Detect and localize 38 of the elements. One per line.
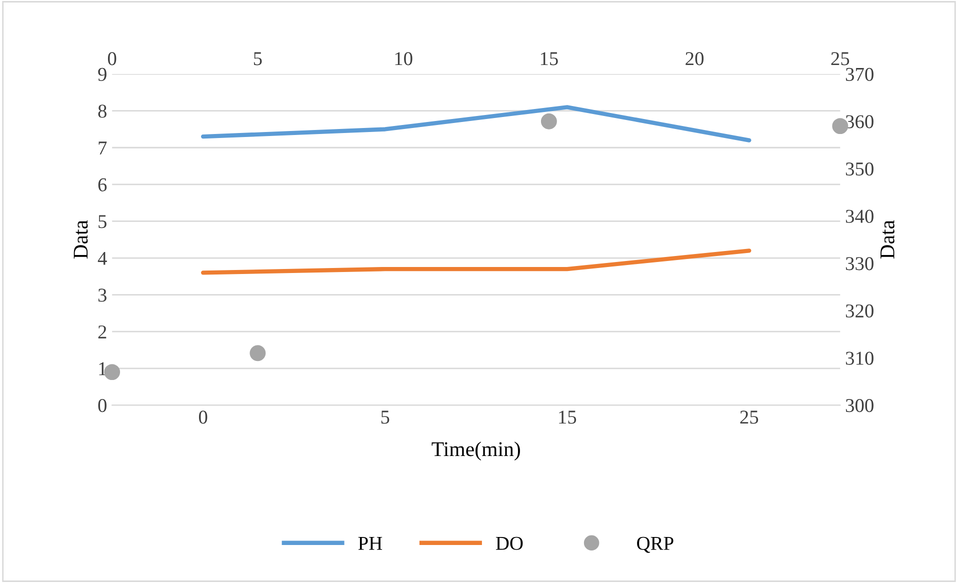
x-axis-title: Time(min) (432, 442, 520, 460)
x-tick-label: 15 (559, 410, 576, 424)
y-tick-label: 3 (98, 288, 106, 302)
y-tick-label: 340 (846, 210, 874, 223)
y-tick-label: 300 (846, 399, 874, 412)
y-tick-label: 360 (846, 115, 874, 128)
y-tick-label: 330 (846, 257, 874, 270)
y-tick-label: 0 (98, 399, 106, 412)
y-axis-title: Data (880, 220, 894, 259)
y-axis-title: Data (74, 220, 88, 259)
x-tick-label: 25 (740, 410, 758, 424)
x-tick-label: 25 (831, 52, 850, 66)
x-tick-label: 0 (108, 52, 116, 66)
y-tick-label: 370 (846, 68, 874, 81)
x-tick-label: 0 (198, 410, 208, 424)
y-tick-label: 320 (846, 304, 874, 318)
y-tick-label: 6 (98, 178, 107, 192)
y-tick-label: 5 (98, 215, 106, 228)
x-tick-label: 5 (381, 410, 390, 424)
legend-label: DO (496, 536, 523, 550)
legend-label: PH (358, 536, 382, 550)
line-series (201, 105, 752, 142)
x-tick-label: 5 (254, 52, 262, 66)
point (104, 364, 120, 380)
y-tick-label: 350 (846, 162, 874, 176)
y-tick-label: 1 (99, 362, 106, 376)
legend-label: QRP (637, 536, 674, 553)
y-tick-label: 7 (98, 142, 107, 154)
x-tick-label: 20 (686, 52, 704, 66)
y-tick-label: 9 (98, 68, 106, 81)
point (540, 113, 557, 130)
x-tick-label: 15 (540, 52, 558, 66)
y-tick-label: 8 (98, 104, 106, 118)
y-tick-label: 2 (98, 325, 106, 338)
x-tick-label: 10 (395, 52, 412, 66)
point (250, 345, 266, 362)
y-tick-label: 310 (846, 352, 874, 365)
y-tick-label: 4 (98, 252, 107, 265)
